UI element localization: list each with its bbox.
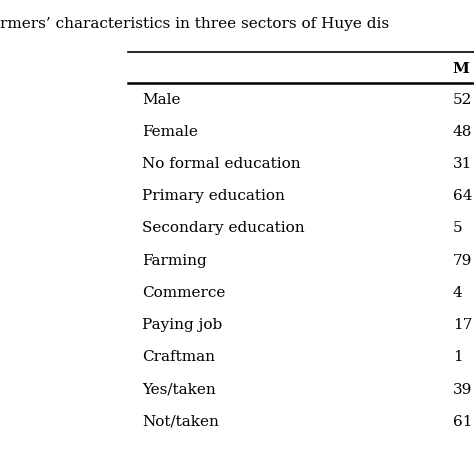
Text: 79: 79	[453, 254, 472, 268]
Text: 64: 64	[453, 189, 472, 203]
Text: Commerce: Commerce	[142, 286, 226, 300]
Text: 48: 48	[453, 125, 472, 139]
Text: Not/taken: Not/taken	[142, 415, 219, 429]
Text: Yes/taken: Yes/taken	[142, 383, 216, 397]
Text: 4: 4	[453, 286, 463, 300]
Text: 61: 61	[453, 415, 472, 429]
Text: M: M	[453, 62, 470, 76]
Text: Farming: Farming	[142, 254, 207, 268]
Text: Craftman: Craftman	[142, 350, 215, 365]
Text: Female: Female	[142, 125, 198, 139]
Text: armers’ characteristics in three sectors of Huye dis: armers’ characteristics in three sectors…	[0, 17, 389, 31]
Text: 39: 39	[453, 383, 472, 397]
Text: 1: 1	[453, 350, 463, 365]
Text: Male: Male	[142, 92, 181, 107]
Text: 17: 17	[453, 318, 472, 332]
Text: 5: 5	[453, 221, 462, 236]
Text: Secondary education: Secondary education	[142, 221, 305, 236]
Text: Paying job: Paying job	[142, 318, 222, 332]
Text: 52: 52	[453, 92, 472, 107]
Text: No formal education: No formal education	[142, 157, 301, 171]
Text: 31: 31	[453, 157, 472, 171]
Text: Primary education: Primary education	[142, 189, 285, 203]
